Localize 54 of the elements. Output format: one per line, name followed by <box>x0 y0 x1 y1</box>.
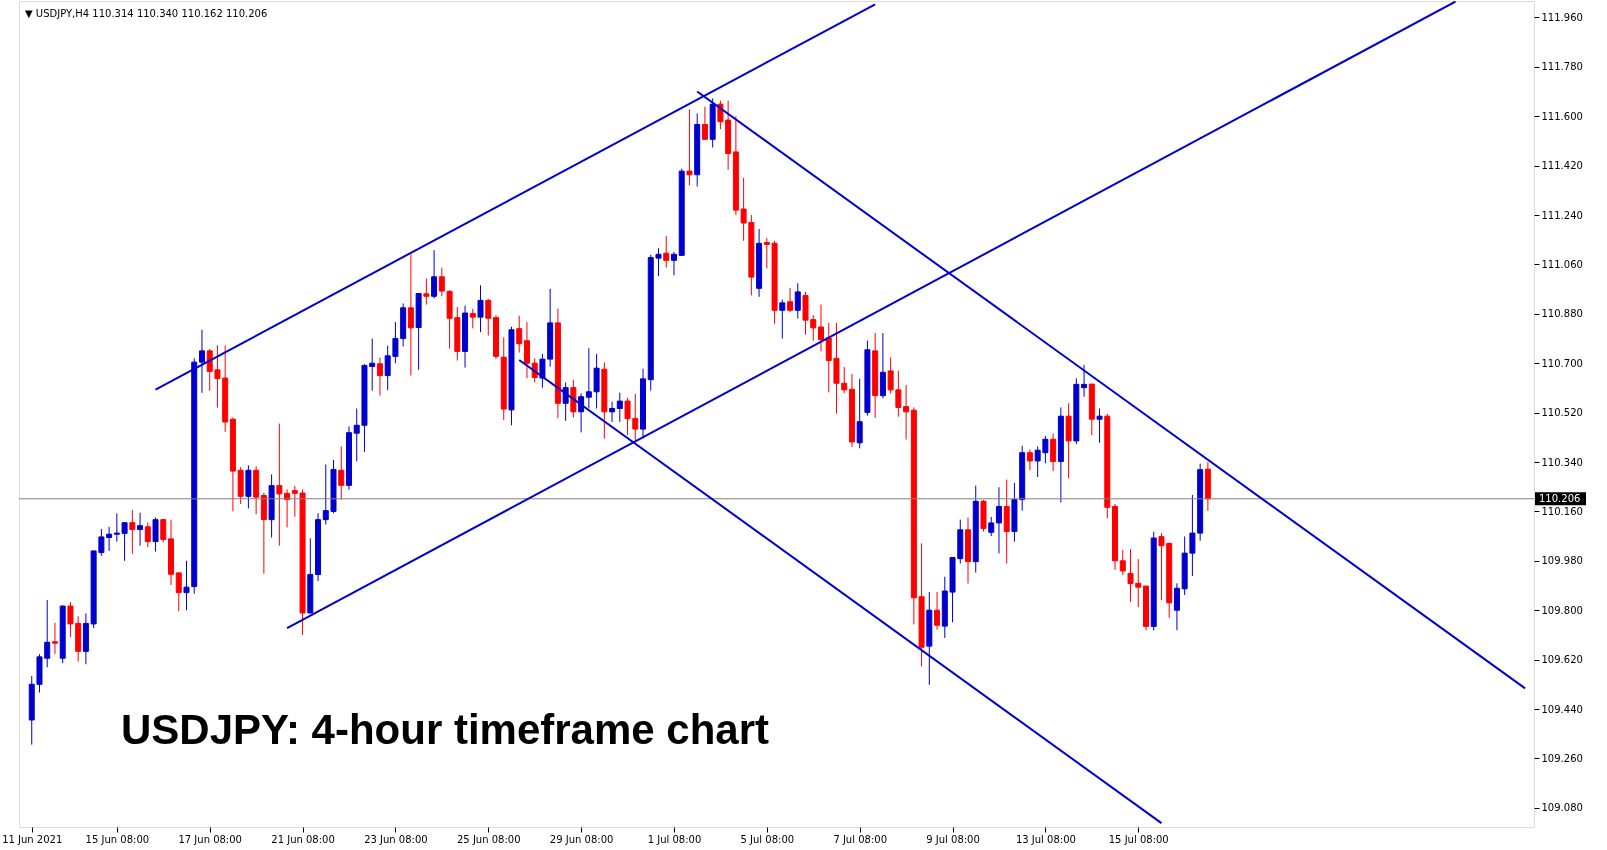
x-tick-label: 23 Jun 08:00 <box>364 833 428 845</box>
y-tick-label: 109.260 <box>1541 752 1583 764</box>
y-tick-label: 110.520 <box>1541 407 1583 419</box>
y-tick-label: 111.420 <box>1541 160 1583 172</box>
candlestick <box>469 308 476 329</box>
y-tick-label: 110.340 <box>1541 456 1583 468</box>
y-tick-label: 109.980 <box>1541 555 1583 567</box>
x-tick-label: 7 Jul 08:00 <box>833 833 887 845</box>
y-tick-label: 110.880 <box>1541 308 1583 320</box>
x-tick-label: 17 Jun 08:00 <box>178 833 242 845</box>
y-tick-label: 109.080 <box>1541 802 1583 814</box>
y-tick-label: 110.700 <box>1541 357 1583 369</box>
x-tick-label: 25 Jun 08:00 <box>457 833 521 845</box>
candlestick <box>779 299 786 340</box>
candlestick <box>686 108 693 186</box>
x-tick-label: 11 Jun 2021 <box>2 833 63 845</box>
y-tick-label: 111.240 <box>1541 209 1583 221</box>
candlestick <box>477 284 484 333</box>
x-tick-label: 9 Jul 08:00 <box>926 833 980 845</box>
text: ▼ USDJPY,H4 110.314 110.340 110.162 110.206 <box>25 8 268 19</box>
candlestick <box>415 293 422 371</box>
candlestick <box>276 423 283 547</box>
candlestick <box>616 392 623 423</box>
candlestick <box>51 622 58 655</box>
y-tick-label: 109.620 <box>1541 654 1583 666</box>
text: USDJPY: 4-hour timeframe chart <box>121 706 770 753</box>
y-tick-label: 110.160 <box>1541 505 1583 517</box>
candlestick <box>423 277 430 306</box>
y-tick-label: 111.780 <box>1541 61 1583 73</box>
candlestick <box>980 499 987 532</box>
candlestick <box>245 464 252 509</box>
x-tick-label: 5 Jul 08:00 <box>740 833 795 845</box>
x-tick-label: 15 Jun 08:00 <box>85 833 150 845</box>
x-tick-label: 13 Jul 08:00 <box>1015 833 1076 845</box>
candlestick <box>152 516 159 552</box>
candlestick <box>1065 402 1072 479</box>
y-tick-label: 111.600 <box>1541 110 1583 122</box>
candlestick <box>988 516 995 537</box>
candlestick <box>864 340 871 417</box>
y-tick-label: 109.440 <box>1541 703 1583 715</box>
y-tick-label: 111.060 <box>1541 258 1583 270</box>
x-tick-label: 21 Jun 08:00 <box>271 833 335 845</box>
candlestick <box>1119 549 1126 576</box>
candlestick <box>183 560 190 611</box>
x-tick-label: 29 Jun 08:00 <box>549 833 614 845</box>
y-tick-label: 109.800 <box>1541 604 1583 616</box>
y-tick-label: 111.960 <box>1541 11 1583 23</box>
ref-line-label: 110.206 <box>1539 492 1581 504</box>
x-tick-label: 15 Jul 08:00 <box>1108 833 1169 845</box>
candlestick <box>1096 408 1103 444</box>
candlestick <box>570 379 577 419</box>
x-tick-label: 1 Jul 08:00 <box>647 833 702 845</box>
candlestick <box>268 473 275 538</box>
candlestick <box>508 326 515 426</box>
